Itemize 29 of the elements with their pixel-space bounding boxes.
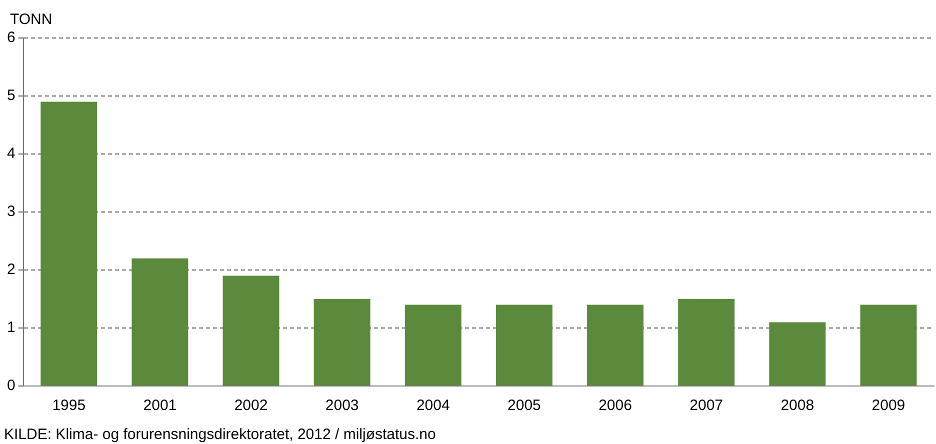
bar	[678, 299, 735, 386]
bar	[40, 102, 98, 386]
bar	[587, 304, 644, 386]
y-axis-title: TONN	[10, 11, 52, 28]
bar	[132, 258, 188, 386]
y-tick-label: 2	[7, 261, 16, 278]
x-tick-label: 2007	[690, 397, 724, 414]
text: KILDE: Klima- og forurensningsdirektoratet, 2012 / miljøstatus.no	[4, 426, 436, 443]
x-tick-label: 2002	[234, 397, 268, 414]
y-tick-label: 6	[7, 29, 16, 46]
bar	[314, 299, 370, 386]
bar	[496, 304, 552, 386]
x-tick-label: 2006	[598, 397, 632, 414]
x-tick-label: 1995	[52, 397, 86, 414]
y-tick-label: 4	[7, 145, 16, 162]
y-tick-label: 1	[7, 319, 16, 336]
y-tick-label: 0	[7, 377, 16, 394]
bar	[769, 322, 826, 386]
x-tick-label: 2004	[416, 397, 450, 414]
y-tick-label: 3	[7, 203, 16, 220]
bar	[404, 304, 462, 386]
x-tick-label: 2003	[325, 397, 359, 414]
bar	[860, 304, 917, 386]
y-tick-label: 5	[7, 87, 16, 104]
x-tick-label: 2008	[780, 397, 814, 414]
x-tick-label: 2001	[143, 397, 177, 414]
bar	[222, 276, 280, 386]
x-tick-label: 2009	[872, 397, 906, 414]
x-tick-label: 2005	[508, 397, 541, 414]
